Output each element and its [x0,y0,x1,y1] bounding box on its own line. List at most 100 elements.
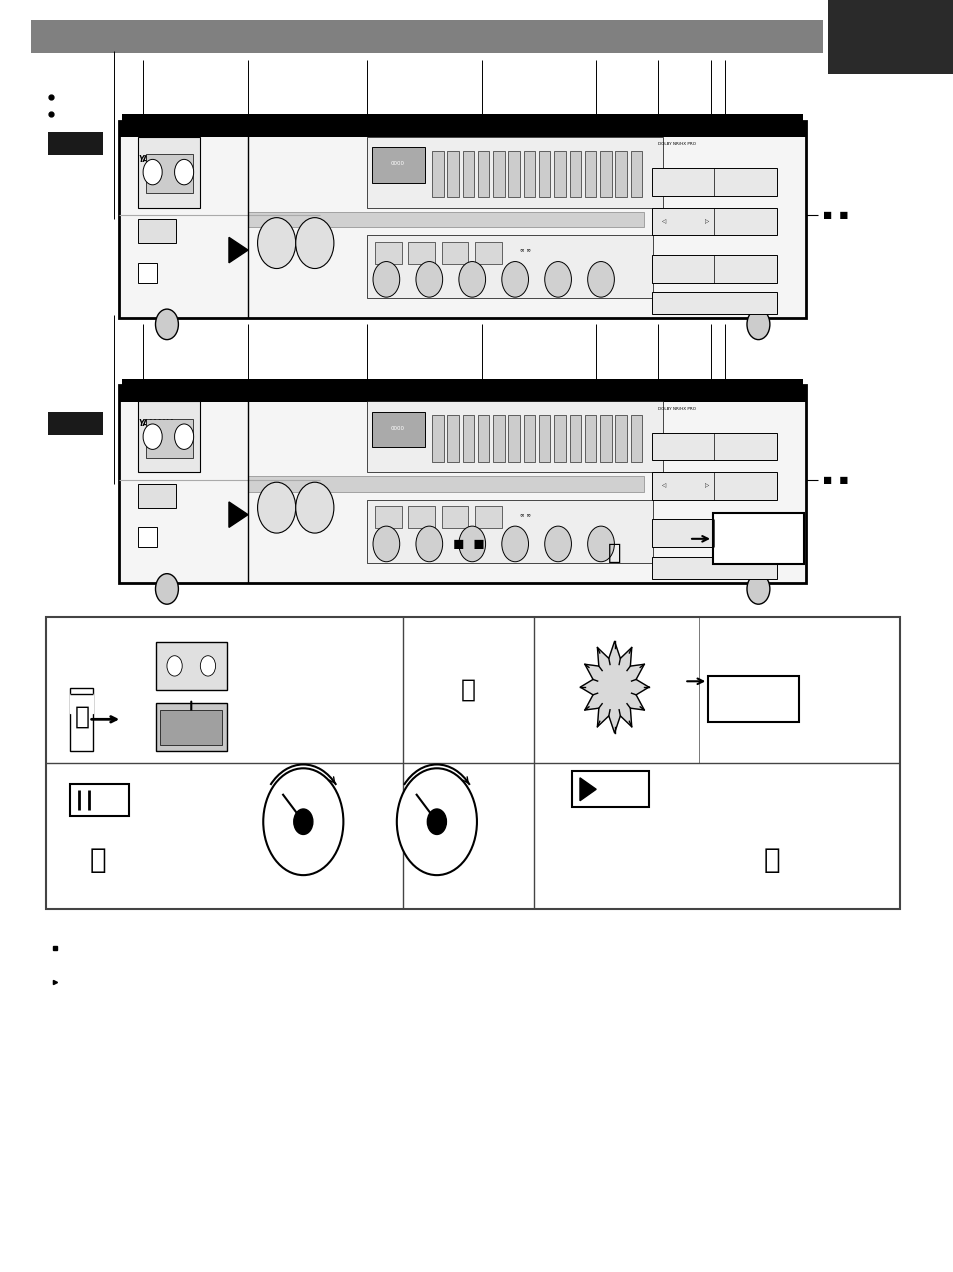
Bar [408,506,435,528]
Bar [160,710,222,745]
Bar [408,242,435,263]
Text: YAMAHA: YAMAHA [138,418,174,429]
Polygon shape [229,502,248,528]
Bar [462,151,474,197]
Circle shape [501,527,528,562]
Bar [538,151,550,197]
Text: ▷: ▷ [704,483,708,488]
Text: ◼  ◼: ◼ ◼ [822,210,848,220]
Bar [651,254,777,282]
Bar [122,114,802,121]
Bar [554,151,565,197]
Text: ✋: ✋ [607,543,620,562]
Circle shape [544,527,571,562]
Circle shape [587,527,614,562]
Bar [712,514,802,565]
Bar [367,235,653,299]
Bar [493,151,504,197]
Bar [119,121,805,137]
Circle shape [294,809,313,834]
Bar [523,151,535,197]
Bar [651,519,777,547]
Bar [599,416,611,462]
Bar [615,151,626,197]
Circle shape [257,482,295,533]
Bar [651,293,777,314]
Circle shape [587,262,614,298]
Bar [630,151,641,197]
Bar [441,242,468,263]
Bar [248,476,643,492]
Bar [651,472,777,500]
Bar [462,416,474,462]
Bar [372,412,424,448]
Circle shape [143,159,162,184]
Bar [651,557,777,579]
Circle shape [396,768,476,875]
Circle shape [373,527,399,562]
Bar [122,379,802,385]
Bar [477,416,489,462]
Bar [441,506,468,528]
Bar [155,641,227,689]
Polygon shape [579,641,648,733]
Circle shape [746,309,769,340]
Circle shape [427,809,446,834]
Polygon shape [229,238,248,263]
Bar [48,132,103,155]
Bar [508,416,519,462]
Circle shape [155,574,178,604]
Bar [138,263,157,282]
Text: ∞ ∞: ∞ ∞ [519,248,531,253]
Bar [248,211,643,228]
Text: ∞ ∞: ∞ ∞ [519,513,531,518]
Text: ✋: ✋ [762,846,780,874]
Bar [572,771,648,808]
Bar [630,416,641,462]
Polygon shape [70,693,93,712]
Text: ◼  ◼: ◼ ◼ [452,537,484,551]
Bar [493,416,504,462]
Text: YAMAHA: YAMAHA [138,154,174,164]
Bar [119,385,805,402]
Bar [584,151,596,197]
Bar [432,151,443,197]
Bar [523,416,535,462]
Circle shape [143,424,162,449]
Circle shape [544,262,571,298]
Bar [432,416,443,462]
Bar [367,136,662,207]
Circle shape [458,527,485,562]
Bar [569,151,580,197]
Circle shape [746,574,769,604]
Circle shape [458,262,485,298]
Bar [146,154,193,193]
Bar [367,401,662,472]
Bar [651,168,777,196]
Circle shape [416,262,442,298]
Circle shape [263,768,343,875]
Circle shape [416,527,442,562]
Bar [569,416,580,462]
Bar [475,242,501,263]
Bar [155,703,227,752]
Text: 0000: 0000 [391,162,404,167]
Bar [615,416,626,462]
Bar [584,416,596,462]
Text: ✋: ✋ [460,678,476,702]
Bar [477,151,489,197]
Circle shape [167,656,182,677]
Circle shape [295,482,334,533]
Bar [554,416,565,462]
Circle shape [174,424,193,449]
Bar [48,412,103,435]
Bar [46,617,899,909]
Bar [447,416,458,462]
Bar [651,432,777,460]
Bar [138,485,176,508]
Bar [538,416,550,462]
Bar [31,20,822,53]
Bar [138,220,176,243]
Circle shape [295,218,334,268]
Text: ▷: ▷ [704,219,708,224]
